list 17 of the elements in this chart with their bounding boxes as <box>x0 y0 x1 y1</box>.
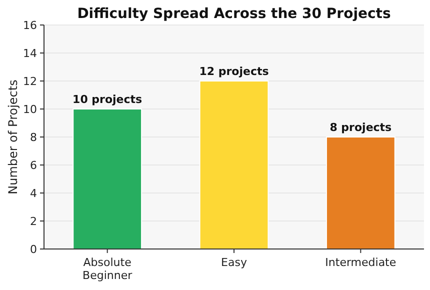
data-label: 8 projects <box>330 121 392 134</box>
data-label: 12 projects <box>199 65 270 78</box>
x-tick-label: Easy <box>221 256 248 269</box>
y-tick-label: 16 <box>23 18 37 32</box>
chart-title: Difficulty Spread Across the 30 Projects <box>77 6 391 22</box>
x-tick-label: Absolute Beginner <box>82 256 133 282</box>
y-tick-label: 4 <box>30 186 37 200</box>
y-tick-label: 6 <box>30 158 37 172</box>
y-tick-label: 14 <box>23 46 37 60</box>
y-tick-label: 10 <box>23 102 37 116</box>
x-tick-label: Intermediate <box>325 256 396 269</box>
data-label: 10 projects <box>72 93 143 106</box>
y-tick-label: 0 <box>30 242 37 256</box>
y-axis-title: Number of Projects <box>6 80 20 194</box>
y-tick-label: 8 <box>30 130 37 144</box>
y-tick-label: 2 <box>30 214 37 228</box>
y-tick-label: 12 <box>23 74 37 88</box>
